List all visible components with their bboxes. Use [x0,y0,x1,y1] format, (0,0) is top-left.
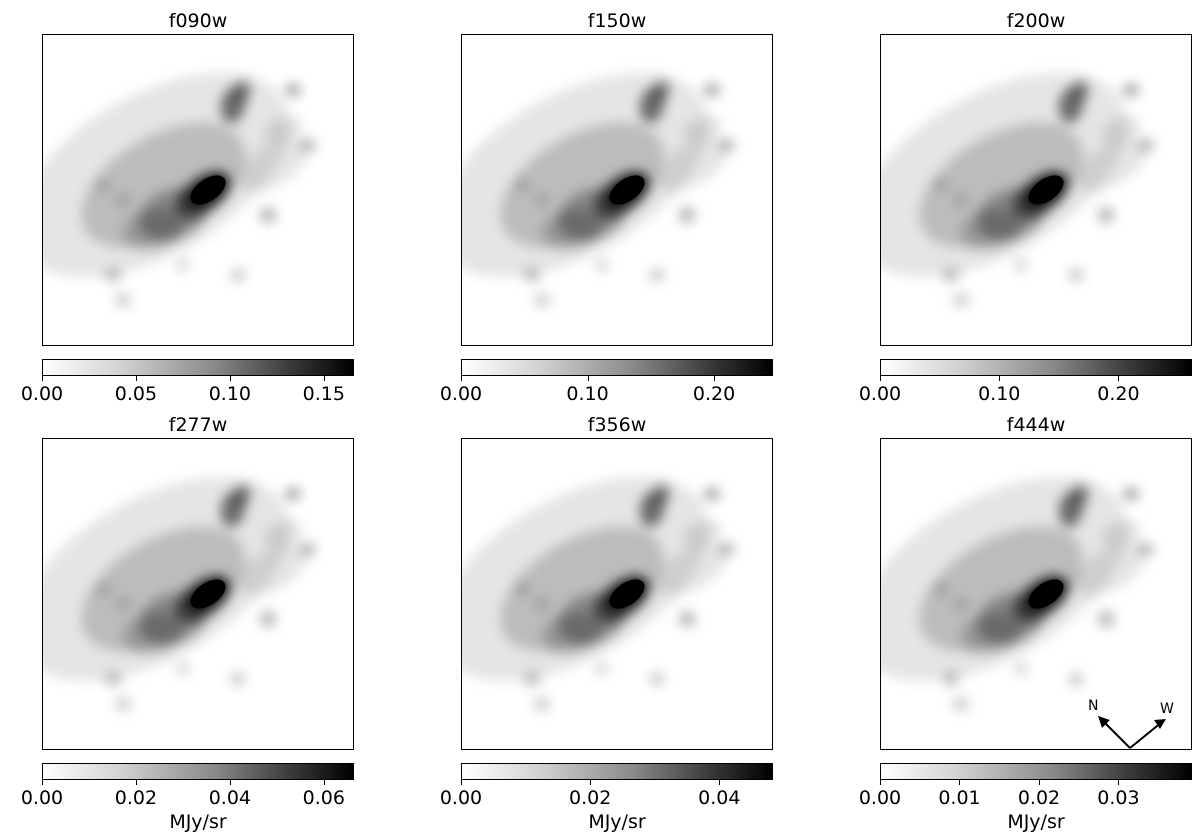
colorbar-unit-label: MJy/sr [1007,811,1065,833]
colorbar-tick [323,376,325,381]
panel-f090w: f090w 0.00 0.05 0.10 0.15 [21,10,354,424]
colorbar-tick [323,780,325,785]
colorbar-tick-label: 0.02 [569,787,612,809]
colorbar-tick [999,376,1001,381]
colorbar-tick [590,780,592,785]
colorbar-tick-label: 0.15 [302,383,345,405]
colorbar-tick-label: 0.04 [698,787,741,809]
colorbar-tick [587,376,589,381]
colorbar-tick [880,780,881,785]
galaxy-image [42,438,354,750]
colorbar-tick-label: 0.04 [208,787,252,809]
colorbar-tick-label: 0.05 [114,383,158,405]
colorbar-tick-label: 0.03 [1097,787,1140,809]
galaxy-image [42,34,354,346]
colorbar-tick-label: 0.20 [692,383,736,405]
galaxy-image [880,438,1192,750]
colorbar-tick-label: 0.00 [858,383,902,405]
galaxy-image [461,438,773,750]
colorbar-tick [719,780,721,785]
panel-f356w: f356w 0.00 0.02 0.04 MJy/sr [440,414,773,833]
panel-title: f444w [1006,414,1066,436]
colorbar-tick-label: 0.10 [978,383,1021,405]
panel-title: f090w [168,10,228,32]
colorbar-tick-label: 0.20 [1097,383,1140,405]
colorbar-tick [42,376,43,381]
colorbar-tick [135,780,137,785]
colorbar-tick-label: 0.00 [439,787,483,809]
colorbar [880,359,1192,376]
colorbar-tick-label: 0.00 [20,787,64,809]
panel-f150w: f150w 0.00 0.10 0.20 [440,10,773,424]
colorbar-tick [1118,780,1120,785]
colorbar-tick [42,780,43,785]
colorbar-tick [959,780,961,785]
colorbar-tick [880,376,881,381]
colorbar [880,763,1192,780]
colorbar [461,763,773,780]
colorbar-tick [135,376,137,381]
colorbar-tick-label: 0.02 [1017,787,1061,809]
colorbar-tick-label: 0.00 [439,383,483,405]
colorbar-tick [1038,780,1040,785]
colorbar-tick-label: 0.06 [302,787,345,809]
colorbar-tick [461,376,462,381]
colorbar-tick-label: 0.10 [208,383,252,405]
compass-west-label: W [1160,701,1174,717]
colorbar-unit-label: MJy/sr [169,811,227,833]
colorbar-tick [229,780,231,785]
panel-title: f150w [587,10,647,32]
panel-title: f200w [1006,10,1066,32]
panel-f277w: f277w 0.00 0.02 0.04 0.06 MJy/sr [21,414,354,833]
galaxy-image [461,34,773,346]
colorbar [461,359,773,376]
panel-f444w: f444w 0.00 0.01 0.02 0.03 MJy/sr N W [859,414,1192,833]
colorbar-tick-label: 0.01 [938,787,981,809]
colorbar [42,359,354,376]
panel-title: f356w [587,414,647,436]
colorbar [42,763,354,780]
colorbar-tick [229,376,231,381]
compass-north-label: N [1088,698,1098,714]
colorbar-tick [1118,376,1120,381]
panel-f200w: f200w 0.00 0.10 0.20 [859,10,1192,424]
colorbar-tick [461,780,462,785]
colorbar-tick-label: 0.00 [20,383,64,405]
colorbar-tick-label: 0.00 [858,787,902,809]
colorbar-tick-label: 0.02 [114,787,158,809]
colorbar-tick [714,376,716,381]
colorbar-unit-label: MJy/sr [588,811,646,833]
colorbar-tick-label: 0.10 [566,383,609,405]
panel-title: f277w [168,414,228,436]
galaxy-image [880,34,1192,346]
